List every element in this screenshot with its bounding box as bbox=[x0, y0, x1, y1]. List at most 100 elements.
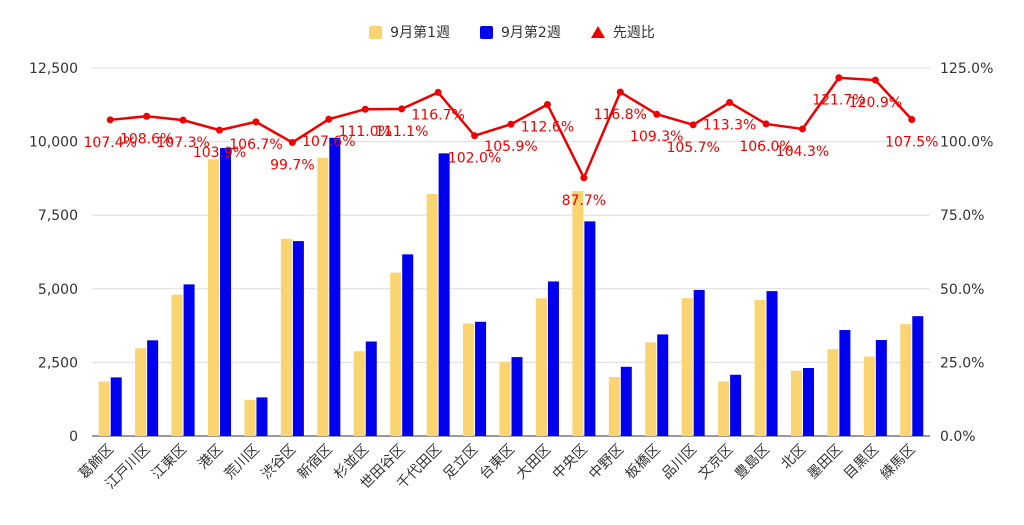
bar-series-2 bbox=[110, 377, 122, 436]
data-label-series-3: 107.3% bbox=[156, 135, 209, 151]
x-tick-label: 目黒区 bbox=[841, 442, 882, 483]
point-series-3 bbox=[252, 118, 260, 126]
bar-series-2 bbox=[220, 148, 232, 437]
legend-label-series-3: 先週比 bbox=[612, 25, 655, 41]
point-series-3 bbox=[325, 115, 333, 123]
point-series-3 bbox=[908, 116, 916, 124]
bar-series-1 bbox=[681, 298, 693, 436]
bar-series-1 bbox=[208, 159, 220, 436]
data-label-series-3: 121.7% bbox=[812, 93, 865, 109]
data-label-series-3: 105.7% bbox=[666, 140, 719, 156]
point-series-3 bbox=[434, 88, 442, 96]
triangle-icon bbox=[590, 26, 605, 38]
point-series-3 bbox=[835, 74, 843, 82]
point-series-3 bbox=[143, 112, 151, 120]
bar-series-1 bbox=[353, 351, 365, 436]
point-series-3 bbox=[616, 88, 624, 96]
x-tick-label: 練馬区 bbox=[878, 442, 919, 483]
x-tick-label: 荒川区 bbox=[222, 442, 263, 483]
bar-series-2 bbox=[511, 357, 523, 436]
data-label-series-3: 113.3% bbox=[703, 117, 756, 133]
x-tick-label: 豊島区 bbox=[732, 442, 773, 483]
bar-series-2 bbox=[802, 367, 814, 436]
data-label-series-3: 87.7% bbox=[562, 193, 606, 209]
point-series-3 bbox=[216, 126, 224, 134]
data-label-series-3: 104.3% bbox=[776, 144, 829, 160]
x-tick-label: 港区 bbox=[195, 442, 226, 473]
data-label-series-3: 108.6% bbox=[120, 131, 173, 147]
legend-item-series-2[interactable]: 9月第2週 bbox=[480, 22, 561, 42]
bar-series-1 bbox=[608, 377, 620, 436]
y-left-tick-label: 12,500 bbox=[29, 61, 78, 77]
y-right-tick-label: 100.0% bbox=[940, 135, 993, 151]
point-series-3 bbox=[689, 121, 697, 129]
bar-series-1 bbox=[499, 361, 511, 436]
bar-series-2 bbox=[547, 281, 559, 436]
bar-series-1 bbox=[244, 399, 256, 436]
bar-series-1 bbox=[426, 194, 438, 436]
x-tick-label: 中央区 bbox=[550, 442, 591, 483]
point-series-3 bbox=[106, 116, 114, 124]
bar-series-2 bbox=[693, 289, 705, 436]
x-tick-label: 新宿区 bbox=[294, 441, 336, 483]
point-series-3 bbox=[762, 120, 770, 128]
bar-series-1 bbox=[718, 381, 730, 436]
bar-series-1 bbox=[135, 348, 147, 436]
bar-series-1 bbox=[645, 342, 657, 436]
bar-series-1 bbox=[900, 324, 912, 436]
point-series-3 bbox=[507, 120, 515, 128]
y-right-tick-label: 125.0% bbox=[940, 61, 993, 77]
bar-series-1 bbox=[863, 356, 875, 436]
data-label-series-3: 106.0% bbox=[739, 139, 792, 155]
bar-series-2 bbox=[839, 330, 851, 436]
bar-series-2 bbox=[402, 254, 414, 436]
bar-series-1 bbox=[463, 323, 475, 436]
x-tick-label: 墨田区 bbox=[805, 442, 846, 483]
bar-series-2 bbox=[766, 291, 778, 436]
y-right-tick-label: 75.0% bbox=[940, 208, 984, 224]
x-tick-label: 文京区 bbox=[695, 442, 736, 483]
bar-series-1 bbox=[827, 349, 839, 436]
bar-series-2 bbox=[730, 374, 742, 436]
x-tick-label: 渋谷区 bbox=[258, 442, 299, 483]
data-label-series-3: 107.5% bbox=[885, 135, 938, 151]
bar-series-1 bbox=[98, 381, 110, 436]
legend-label-series-2: 9月第2週 bbox=[501, 25, 561, 41]
x-tick-label: 江東区 bbox=[149, 442, 190, 483]
x-tick-label: 中野区 bbox=[586, 442, 627, 483]
y-right-tick-label: 50.0% bbox=[940, 282, 984, 298]
x-tick-label: 北区 bbox=[778, 442, 809, 473]
data-label-series-3: 102.0% bbox=[448, 151, 501, 167]
data-label-series-3: 106.7% bbox=[229, 137, 282, 153]
x-tick-label: 板橋区 bbox=[623, 442, 664, 483]
point-series-3 bbox=[543, 101, 551, 109]
data-label-series-3: 116.7% bbox=[411, 107, 464, 123]
point-series-3 bbox=[179, 116, 187, 124]
bar-series-2 bbox=[183, 284, 195, 436]
bar-series-2 bbox=[292, 241, 304, 436]
data-label-series-3: 107.6% bbox=[302, 134, 355, 150]
point-series-3 bbox=[580, 174, 588, 182]
legend-item-series-3[interactable]: 先週比 bbox=[590, 22, 655, 42]
legend-label-series-1: 9月第1週 bbox=[390, 25, 450, 41]
data-label-series-3: 109.3% bbox=[630, 129, 683, 145]
point-series-3 bbox=[726, 98, 734, 106]
legend-item-series-1[interactable]: 9月第1週 bbox=[369, 22, 450, 42]
x-tick-label: 足立区 bbox=[440, 442, 481, 483]
y-left-tick-label: 0 bbox=[69, 429, 78, 445]
bar-series-1 bbox=[317, 157, 329, 437]
point-series-3 bbox=[653, 110, 661, 118]
bar-series-1 bbox=[171, 294, 183, 436]
bar-series-2 bbox=[912, 316, 924, 436]
point-series-3 bbox=[471, 132, 479, 140]
bar-series-1 bbox=[390, 272, 402, 436]
data-label-series-3: 107.4% bbox=[84, 135, 137, 151]
bar-series-2 bbox=[365, 341, 377, 436]
bar-series-1 bbox=[280, 238, 292, 436]
bar-series-1 bbox=[535, 298, 547, 436]
data-label-series-3: 99.7% bbox=[270, 157, 314, 173]
data-label-series-3: 112.6% bbox=[521, 120, 574, 136]
point-series-3 bbox=[288, 138, 296, 146]
y-right-tick-label: 0.0% bbox=[940, 429, 976, 445]
